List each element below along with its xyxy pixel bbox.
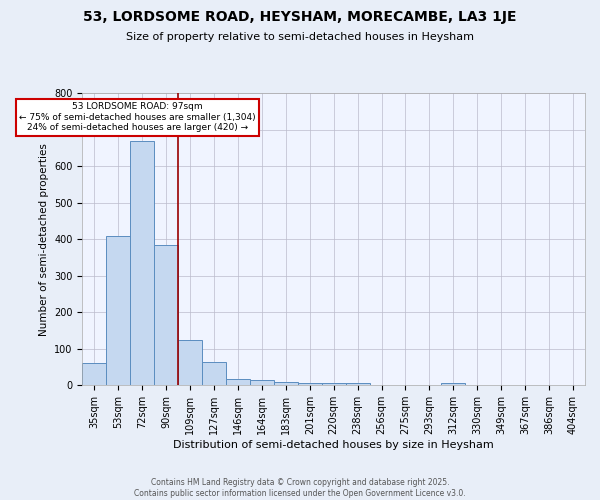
- Text: Contains HM Land Registry data © Crown copyright and database right 2025.
Contai: Contains HM Land Registry data © Crown c…: [134, 478, 466, 498]
- Bar: [346, 383, 370, 385]
- Bar: [442, 384, 466, 385]
- Y-axis label: Number of semi-detached properties: Number of semi-detached properties: [38, 142, 49, 336]
- Bar: [202, 362, 226, 385]
- Bar: [154, 246, 178, 385]
- Bar: [322, 384, 346, 385]
- Bar: [274, 382, 298, 385]
- Bar: [250, 380, 274, 385]
- Bar: [298, 384, 322, 385]
- Bar: [226, 378, 250, 385]
- Text: Size of property relative to semi-detached houses in Heysham: Size of property relative to semi-detach…: [126, 32, 474, 42]
- X-axis label: Distribution of semi-detached houses by size in Heysham: Distribution of semi-detached houses by …: [173, 440, 494, 450]
- Bar: [130, 141, 154, 385]
- Text: 53 LORDSOME ROAD: 97sqm
← 75% of semi-detached houses are smaller (1,304)
24% of: 53 LORDSOME ROAD: 97sqm ← 75% of semi-de…: [19, 102, 256, 132]
- Text: 53, LORDSOME ROAD, HEYSHAM, MORECAMBE, LA3 1JE: 53, LORDSOME ROAD, HEYSHAM, MORECAMBE, L…: [83, 10, 517, 24]
- Bar: [178, 340, 202, 385]
- Bar: [106, 236, 130, 385]
- Bar: [82, 362, 106, 385]
